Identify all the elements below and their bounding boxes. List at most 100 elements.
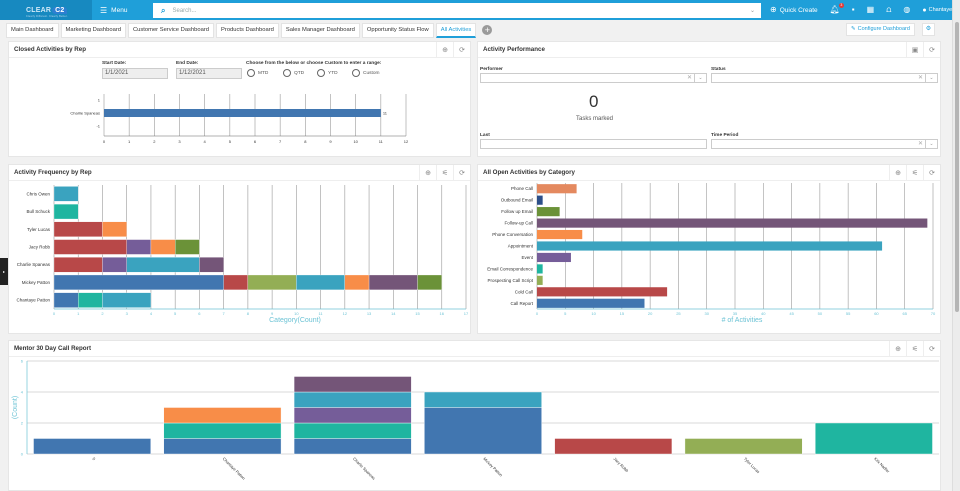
x-tick-label: 14 — [391, 311, 396, 316]
tab-products-dashboard[interactable]: Products Dashboard — [216, 22, 279, 38]
sliders-icon[interactable]: ⚟ — [436, 165, 453, 181]
sliders-icon[interactable]: ⚟ — [906, 341, 923, 357]
x-tick-label: 50 — [818, 311, 823, 316]
y-tick-label: Follow up Email — [501, 209, 533, 214]
closed-activities-panel: Closed Activities by Rep ⊕ ⟳ Start Date:… — [8, 41, 471, 157]
bar-segment — [175, 239, 200, 255]
calendar-icon[interactable]: ▦ — [866, 5, 875, 14]
bar — [537, 252, 571, 263]
bar-segment — [417, 274, 442, 291]
chat-icon[interactable]: ▪ — [851, 5, 855, 14]
dashboard-settings-button[interactable]: ⚙ — [922, 23, 935, 36]
sliders-icon[interactable]: ⚟ — [906, 165, 923, 181]
refresh-icon[interactable]: ⟳ — [453, 165, 470, 181]
save-icon[interactable]: ▣ — [906, 42, 923, 58]
bar — [537, 218, 928, 228]
tab-sales-manager-dashboard[interactable]: Sales Manager Dashboard — [280, 22, 360, 38]
time-period-select[interactable]: ✕ ⌄ — [711, 139, 938, 149]
search-placeholder: Search... — [172, 7, 197, 14]
clear-icon[interactable]: ✕ — [917, 75, 923, 81]
chevron-down-icon[interactable]: ⌄ — [925, 74, 937, 82]
refresh-icon[interactable]: ⟳ — [923, 42, 940, 58]
x-tick-label: 4 — [204, 139, 207, 144]
chevron-down-icon[interactable]: ⌄ — [925, 140, 937, 148]
quick-create-button[interactable]: ⊕ Quick Create — [770, 6, 818, 14]
status-select[interactable]: ✕ ⌄ — [711, 73, 938, 83]
radio-mtd[interactable]: MTD — [247, 69, 268, 77]
menu-button[interactable]: ☰ Menu — [92, 0, 148, 20]
y-tick-label: Call Report — [510, 301, 533, 306]
bar-segment — [53, 292, 79, 308]
bar — [537, 229, 583, 240]
x-tick-label: 45 — [789, 311, 794, 316]
bar — [537, 184, 577, 194]
tab-customer-service-dashboard[interactable]: Customer Service Dashboard — [127, 22, 215, 38]
y-tick-label: Charlie Spaneas — [70, 111, 100, 116]
y-tick-label: Appointment — [508, 244, 534, 249]
tab-main-dashboard[interactable]: Main Dashboard — [6, 22, 59, 38]
y-tick-label: Tyler Lucas — [27, 227, 51, 232]
refresh-icon[interactable]: ⟳ — [923, 341, 940, 357]
radio-custom[interactable]: Custom — [352, 69, 380, 77]
plus-circle-icon: ⊕ — [770, 5, 777, 14]
y-tick-label: Charlie Spaneas — [17, 262, 51, 267]
radio-label: Custom — [363, 70, 380, 76]
end-date-input[interactable]: 1/12/2021 — [176, 68, 242, 79]
bar-segment — [33, 438, 151, 455]
logo-tagline: Clearly Different. Clearly Better. — [26, 14, 68, 18]
x-tick-label: 55 — [846, 311, 851, 316]
bar-segment — [126, 257, 200, 273]
bar-segment — [296, 274, 345, 291]
chevron-down-icon[interactable]: ⌄ — [694, 74, 706, 82]
clear-icon[interactable]: ✕ — [686, 75, 692, 81]
configure-dashboard-button[interactable]: ✎ Configure Dashboard — [846, 23, 915, 36]
bar-segment — [126, 239, 152, 255]
x-tick-label: 8 — [247, 311, 250, 316]
notifications-bell-icon[interactable]: 🔔︎ 3 — [829, 2, 844, 14]
performer-select[interactable]: ✕ ⌄ — [480, 73, 707, 83]
clear-icon[interactable]: ✕ — [917, 141, 923, 147]
last-input[interactable] — [480, 139, 707, 149]
bar-segment — [554, 438, 673, 455]
refresh-icon[interactable]: ⟳ — [923, 165, 940, 181]
y-tick-label: Email Correspondence — [487, 266, 533, 271]
bar — [537, 195, 543, 205]
add-tab-plus-icon[interactable]: + — [482, 25, 493, 35]
bar-segment — [163, 407, 282, 424]
tab-all-activities[interactable]: All Activities — [435, 22, 477, 38]
page-scrollbar[interactable] — [952, 0, 960, 491]
y-tick-label: Chris Owen — [26, 191, 50, 196]
open-activities-panel: All Open Activities by Category ⊕ ⚟ ⟳ 0 5… — [477, 164, 941, 334]
sidebar-toggle[interactable]: ▸ — [0, 258, 8, 285]
bar-segment — [223, 274, 249, 291]
radio-circle-icon — [283, 69, 291, 77]
bar — [537, 241, 883, 251]
search-icon: ⌕ — [161, 5, 166, 15]
start-date-input[interactable]: 1/1/2021 — [102, 68, 168, 79]
tab-opportunity-status-flow[interactable]: Opportunity Status Flow — [361, 22, 434, 38]
x-tick-label: 3 — [178, 139, 181, 144]
tab-marketing-dashboard[interactable]: Marketing Dashboard — [60, 22, 126, 38]
reports-chart-icon[interactable]: ⩍ — [886, 5, 892, 14]
search-dropdown-chevron-icon[interactable]: ⌄ — [749, 8, 755, 14]
y-tick-label: Outbound Email — [501, 198, 533, 203]
x-tick-label: Kirk Nadler — [873, 456, 891, 474]
x-tick-label: 30 — [704, 311, 709, 316]
x-axis-title: # of Activities — [722, 317, 763, 324]
add-widget-icon[interactable]: ⊕ — [419, 165, 436, 181]
bar-segment — [199, 257, 224, 273]
refresh-icon[interactable]: ⟳ — [453, 42, 470, 58]
scrollbar-thumb[interactable] — [955, 22, 959, 312]
add-widget-icon[interactable]: ⊕ — [436, 42, 453, 58]
radio-circle-icon — [352, 69, 360, 77]
globe-icon[interactable]: ◍ — [903, 5, 911, 14]
add-widget-icon[interactable]: ⊕ — [889, 165, 906, 181]
bar-segment — [102, 292, 152, 308]
y-tick-label: Prospecting Call Script — [487, 278, 533, 283]
global-search-input[interactable]: ⌕ Search... ⌄ — [153, 3, 761, 18]
bar-segment — [293, 407, 412, 424]
add-widget-icon[interactable]: ⊕ — [889, 341, 906, 357]
radio-qtd[interactable]: QTD — [283, 69, 304, 77]
logo[interactable]: CLEAR C2 Clearly Different. Clearly Better… — [0, 0, 92, 20]
radio-ytd[interactable]: YTD — [317, 69, 338, 77]
